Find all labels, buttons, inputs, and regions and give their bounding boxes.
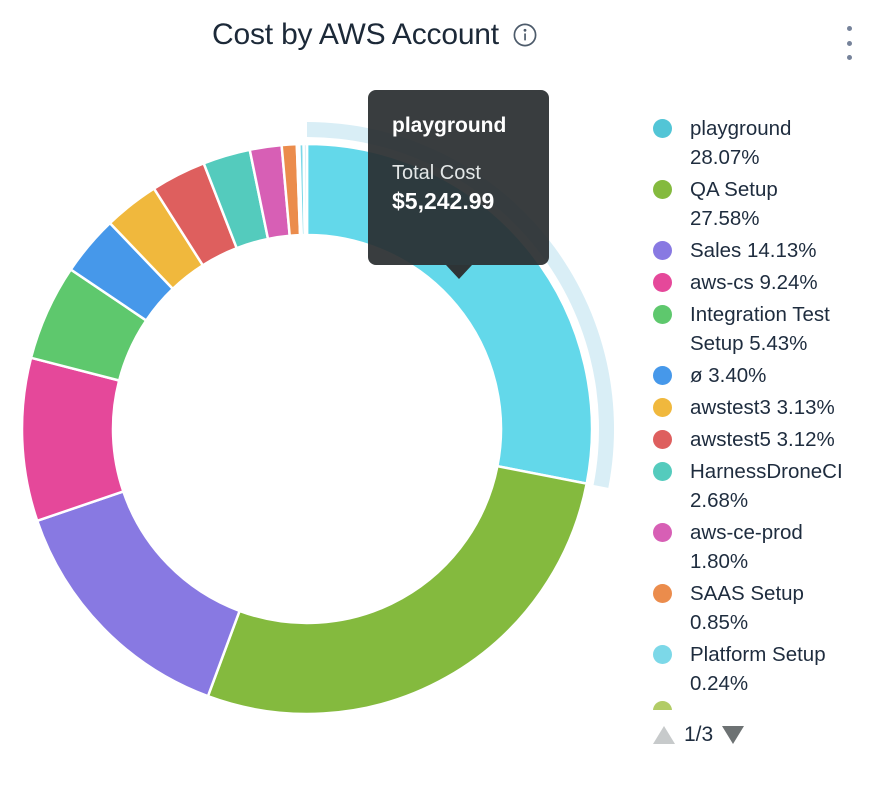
legend-item-HarnessDroneCI[interactable]: HarnessDroneCI 2.68% bbox=[653, 457, 883, 515]
tooltip-value: $5,242.99 bbox=[392, 188, 495, 214]
chart-legend: playground 28.07% QA Setup 27.58% Sales 14… bbox=[653, 114, 883, 747]
donut-chart bbox=[20, 122, 615, 716]
legend-page-up-icon[interactable] bbox=[653, 726, 675, 744]
legend-dot bbox=[653, 273, 672, 292]
legend-dot bbox=[653, 119, 672, 138]
legend-dot bbox=[653, 430, 672, 449]
legend-label: HarnessDroneCI 2.68% bbox=[690, 460, 843, 512]
legend-dot bbox=[653, 241, 672, 260]
legend-item-awstest3[interactable]: awstest3 3.13% bbox=[653, 393, 883, 422]
legend-item-Integration Test Setup[interactable]: Integration Test Setup 5.43% bbox=[653, 300, 883, 358]
legend-item-aws-cs[interactable]: aws-cs 9.24% bbox=[653, 268, 883, 297]
legend-dot bbox=[653, 523, 672, 542]
legend-item-playground[interactable]: playground 28.07% bbox=[653, 114, 883, 172]
legend-item-Platform Setup[interactable]: Platform Setup 0.24% bbox=[653, 640, 883, 698]
legend-dot bbox=[653, 398, 672, 417]
legend-item-ø[interactable]: ø 3.40% bbox=[653, 361, 883, 390]
tooltip-series-name: playground bbox=[392, 114, 507, 137]
legend-label: Platform Setup 0.24% bbox=[690, 643, 826, 695]
legend-dot bbox=[653, 462, 672, 481]
legend-label: ø 3.40% bbox=[690, 364, 767, 387]
legend-pagination: 1/3 bbox=[653, 723, 883, 747]
donut-slice-unlabeled[interactable] bbox=[302, 142, 309, 237]
chart-tooltip: playground Total Cost $5,242.99 bbox=[368, 90, 549, 279]
tooltip-arrow bbox=[445, 265, 472, 279]
legend-label: Sales 14.13% bbox=[690, 239, 817, 262]
donut-slice-aws-cs[interactable] bbox=[20, 356, 125, 523]
legend-label: QA Setup 27.58% bbox=[690, 178, 778, 230]
legend-item-aws-ce-prod[interactable]: aws-ce-prod 1.80% bbox=[653, 518, 883, 576]
legend-label: awstest5 3.12% bbox=[690, 428, 835, 451]
legend-page-indicator: 1/3 bbox=[684, 723, 714, 746]
kebab-menu-icon[interactable] bbox=[838, 24, 860, 62]
legend-dot bbox=[653, 366, 672, 385]
legend-item-QA Setup[interactable]: QA Setup 27.58% bbox=[653, 175, 883, 233]
legend-dot bbox=[653, 645, 672, 664]
legend-item-SAAS Setup[interactable]: SAAS Setup 0.85% bbox=[653, 579, 883, 637]
legend-label: Integration Test Setup 5.43% bbox=[690, 303, 830, 355]
legend-label: aws-cs 9.24% bbox=[690, 271, 818, 294]
legend-label: awstest3 3.13% bbox=[690, 396, 835, 419]
tooltip-metric-label: Total Cost bbox=[392, 162, 481, 184]
legend-dot bbox=[653, 584, 672, 603]
donut-slice-QA Setup[interactable] bbox=[206, 464, 589, 716]
legend-label: aws-ce-prod 1.80% bbox=[690, 521, 803, 573]
header: Cost by AWS Account bbox=[0, 18, 750, 52]
legend-next-page-peek-item bbox=[653, 701, 883, 710]
donut-slice-Sales[interactable] bbox=[35, 489, 242, 698]
legend-dot bbox=[653, 305, 672, 324]
legend-items: playground 28.07% QA Setup 27.58% Sales 14… bbox=[653, 114, 883, 698]
legend-item-awstest5[interactable]: awstest5 3.12% bbox=[653, 425, 883, 454]
legend-label: SAAS Setup 0.85% bbox=[690, 582, 804, 634]
legend-item-Sales[interactable]: Sales 14.13% bbox=[653, 236, 883, 265]
legend-page-down-icon[interactable] bbox=[722, 726, 745, 744]
page-title: Cost by AWS Account bbox=[212, 18, 499, 51]
legend-peek-dot bbox=[653, 701, 672, 710]
legend-dot bbox=[653, 180, 672, 199]
info-icon[interactable] bbox=[512, 22, 538, 48]
legend-label: playground 28.07% bbox=[690, 117, 792, 169]
